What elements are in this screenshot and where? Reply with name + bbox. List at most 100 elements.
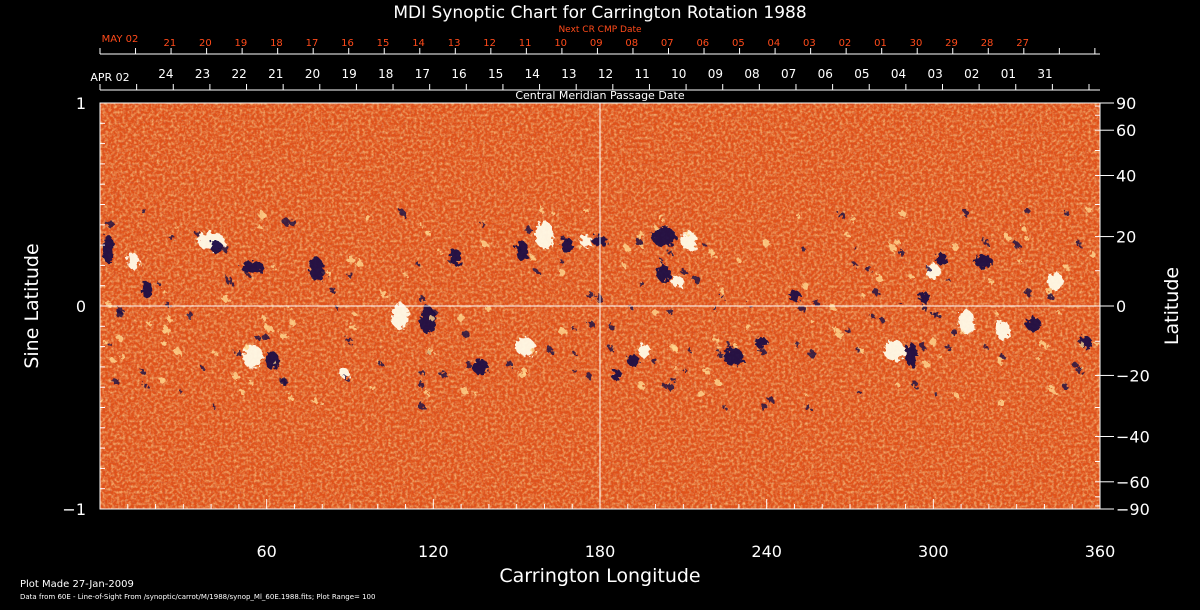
magnetic-speck <box>380 290 388 298</box>
magnetic-speck <box>419 369 425 375</box>
magnetic-speck <box>232 372 240 380</box>
magnetic-speck <box>912 381 919 388</box>
magnetic-speck <box>312 397 318 404</box>
magnetic-speck <box>353 312 358 318</box>
next-tick-label: 28 <box>981 38 994 49</box>
magnetic-speck <box>983 345 989 350</box>
magnetic-speck <box>898 250 905 256</box>
magnetic-speck <box>794 341 800 347</box>
magnetic-speck <box>364 215 371 221</box>
magnetic-speck <box>265 324 273 332</box>
negative-region <box>611 369 622 382</box>
magnetic-speck <box>837 211 845 219</box>
magnetic-speck <box>417 402 424 409</box>
magnetic-speck <box>221 244 229 252</box>
magnetic-speck <box>279 331 287 340</box>
magnetic-speck <box>829 303 836 311</box>
x-tick-label: 360 <box>1085 542 1116 561</box>
magnetic-speck <box>256 336 262 342</box>
magnetic-speck <box>719 287 726 294</box>
magnetic-speck <box>505 360 513 368</box>
positive-region <box>671 275 684 288</box>
y-left-tick-label: 0 <box>76 297 86 316</box>
magnetic-speck <box>1004 234 1011 241</box>
magnetic-speck <box>801 282 809 290</box>
magnetic-speck <box>712 305 717 311</box>
negative-region <box>723 347 744 366</box>
positive-region <box>680 231 697 252</box>
magnetic-speck <box>1064 211 1071 218</box>
magnetic-speck <box>879 317 885 324</box>
positive-region <box>242 344 263 369</box>
cmp-tick-label: 10 <box>671 67 686 81</box>
magnetic-speck <box>588 321 595 328</box>
magnetic-speck <box>112 378 120 385</box>
magnetic-speck <box>1080 366 1084 370</box>
next-tick-label: 08 <box>625 38 638 49</box>
magnetic-speck <box>551 211 556 217</box>
magnetic-speck <box>658 214 665 221</box>
next-cr-cmp-date-label: Next CR CMP Date <box>558 25 642 35</box>
negative-region <box>472 358 489 375</box>
magnetic-speck <box>859 347 865 353</box>
magnetic-speck <box>195 230 201 237</box>
magnetic-speck <box>534 268 539 273</box>
magnetic-speck <box>321 271 326 276</box>
magnetic-speck <box>1097 206 1100 210</box>
cmp-tick-label: 09 <box>708 67 723 81</box>
x-axis: 60 120 180 240 300 360 <box>99 499 1116 561</box>
magnetic-speck <box>545 346 553 353</box>
magnetic-speck <box>608 345 615 352</box>
magnetic-speck <box>736 258 742 264</box>
magnetic-speck <box>485 306 492 312</box>
magnetic-speck <box>173 347 181 355</box>
magnetic-speck <box>721 404 727 410</box>
magnetic-speck <box>162 326 170 334</box>
magnetic-speck <box>899 210 907 218</box>
magnetic-speck <box>225 277 234 285</box>
cmp-tick-label: 16 <box>451 67 466 81</box>
magnetic-speck <box>335 306 339 310</box>
magnetic-speck <box>745 324 752 331</box>
cmp-tick-label: 23 <box>195 67 210 81</box>
magnetic-speck <box>988 279 994 285</box>
magnetic-speck <box>531 349 537 355</box>
cmp-tick-label: 20 <box>305 67 320 81</box>
negative-region <box>1025 317 1042 332</box>
magnetic-speck <box>235 350 242 357</box>
magnetic-speck <box>1024 236 1029 241</box>
magnetic-speck <box>732 343 738 349</box>
magnetic-speck <box>767 396 774 403</box>
magnetic-speck <box>415 261 420 266</box>
grid-lines <box>100 103 1100 509</box>
magnetic-speck <box>759 348 767 356</box>
magnetic-speck <box>515 246 521 252</box>
magnetic-speck <box>637 381 645 389</box>
cmp-tick-label: 02 <box>964 67 979 81</box>
magnetic-speck <box>1064 264 1070 271</box>
next-tick-label: 15 <box>377 38 390 49</box>
magnetic-speck <box>1024 208 1031 214</box>
magnetic-speck <box>175 226 179 230</box>
cmp-tick-label: 01 <box>1001 67 1016 81</box>
magnetic-speck <box>558 269 566 277</box>
magnetic-speck <box>865 265 872 272</box>
magnetic-speck <box>709 250 716 257</box>
chart-title: MDI Synoptic Chart for Carrington Rotati… <box>393 3 806 23</box>
magnetic-speck <box>687 347 692 352</box>
cmp-tick-label: 05 <box>854 67 869 81</box>
magnetic-speck <box>667 308 673 314</box>
magnetic-speck <box>929 338 937 346</box>
magnetic-speck <box>960 330 965 335</box>
magnetic-speck <box>378 361 383 367</box>
magnetic-speck <box>425 229 431 236</box>
positive-region <box>391 303 409 330</box>
next-cr-cmp-date-axis: 21 20 19 18 17 16 15 14 13 12 11 10 09 08 07 06 05 04 03 02… <box>99 38 1100 55</box>
cmp-tick-label: 24 <box>158 67 173 81</box>
magnetic-speck <box>1072 361 1078 368</box>
magnetic-speck <box>814 300 821 307</box>
magnetic-speck <box>849 215 856 222</box>
y-right-tick-label: −60 <box>1116 473 1150 492</box>
magnetic-speck <box>571 326 576 331</box>
x-tick-label: 300 <box>918 542 949 561</box>
